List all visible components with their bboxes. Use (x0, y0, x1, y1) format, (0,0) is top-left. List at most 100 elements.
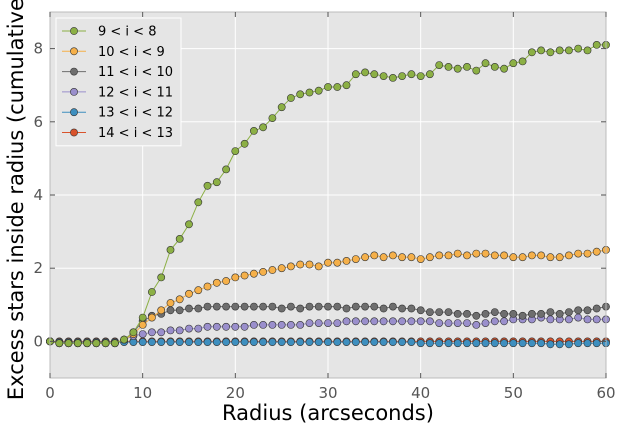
data-point (565, 315, 573, 324)
data-point (222, 302, 230, 311)
data-point (305, 338, 314, 346)
data-point (500, 309, 508, 318)
data-point (249, 126, 258, 135)
legend-label: 14 < i < 13 (98, 126, 173, 141)
data-point (490, 251, 499, 260)
legend-marker (70, 27, 78, 35)
data-point (194, 198, 203, 207)
data-point (500, 317, 508, 326)
data-point (175, 234, 184, 243)
data-point (435, 339, 444, 348)
data-point (175, 306, 184, 315)
data-point (574, 44, 583, 53)
data-point (138, 313, 147, 322)
data-point (249, 338, 258, 346)
data-point (555, 46, 564, 55)
data-point (407, 317, 416, 326)
data-point (555, 309, 564, 318)
data-point (64, 339, 73, 348)
x-tick-label: 0 (45, 384, 55, 402)
data-point (583, 249, 592, 258)
data-point (185, 324, 193, 333)
data-point (453, 319, 462, 327)
data-point (351, 338, 360, 346)
data-point (398, 317, 406, 326)
data-point (407, 338, 416, 346)
data-point (388, 338, 397, 346)
data-point (518, 339, 527, 348)
data-point (463, 319, 471, 327)
data-point (481, 59, 490, 68)
data-point (481, 309, 490, 318)
data-point (351, 70, 360, 79)
data-point (342, 304, 351, 313)
data-point (351, 302, 360, 311)
legend-item: 14 < i < 13 (62, 126, 173, 141)
data-point (361, 338, 369, 346)
data-point (500, 64, 508, 73)
data-point (324, 258, 332, 267)
data-point (277, 320, 286, 329)
data-point (398, 304, 406, 313)
data-point (592, 315, 601, 324)
data-point (509, 253, 518, 262)
data-point (185, 338, 193, 346)
data-point (342, 338, 351, 346)
legend: 9 < i < 8 10 < i < 9 11 < i < 10 12 < i < 1… (55, 17, 182, 147)
data-point (175, 295, 184, 304)
data-point (249, 269, 258, 278)
data-point (425, 253, 434, 262)
legend-marker (70, 108, 78, 117)
legend-marker (70, 128, 78, 137)
data-point (351, 255, 360, 263)
data-point (231, 302, 240, 311)
data-point (509, 339, 518, 348)
data-point (416, 306, 425, 315)
data-point (565, 46, 573, 55)
data-point (416, 339, 425, 348)
data-point (277, 304, 286, 313)
data-point (147, 288, 156, 296)
data-point (537, 309, 545, 318)
data-point (268, 266, 277, 274)
data-point (490, 63, 499, 71)
data-point (296, 90, 305, 99)
data-point (249, 320, 258, 329)
data-point (361, 253, 369, 262)
data-point (361, 302, 369, 311)
legend-item: 13 < i < 12 (62, 106, 173, 121)
data-point (435, 319, 444, 327)
data-point (463, 251, 471, 260)
data-point (324, 319, 332, 327)
data-point (147, 328, 156, 337)
data-point (574, 339, 583, 348)
data-point (129, 328, 138, 337)
data-point (286, 338, 295, 346)
data-point (138, 330, 147, 338)
data-point (565, 340, 573, 349)
data-point (574, 249, 583, 258)
data-point (166, 338, 175, 346)
data-point (453, 309, 462, 318)
legend-marker (70, 67, 78, 76)
data-point (546, 253, 555, 262)
data-point (370, 302, 379, 311)
data-point (268, 114, 277, 122)
data-point (574, 313, 583, 322)
data-point (259, 123, 267, 132)
data-point (370, 251, 379, 260)
data-point (537, 339, 545, 348)
tick-labels: 0 10 20 30 40 50 60 0 2 4 6 8 (33, 40, 615, 402)
data-point (185, 289, 193, 298)
data-point (296, 304, 305, 313)
data-point (166, 306, 175, 315)
y-tick-label: 4 (33, 186, 43, 204)
legend-label: 11 < i < 10 (98, 65, 173, 80)
data-point (574, 306, 583, 315)
data-point (490, 317, 499, 326)
data-point (101, 339, 110, 348)
data-point (277, 103, 286, 112)
legend-label: 13 < i < 12 (98, 106, 173, 121)
data-point (528, 251, 536, 260)
